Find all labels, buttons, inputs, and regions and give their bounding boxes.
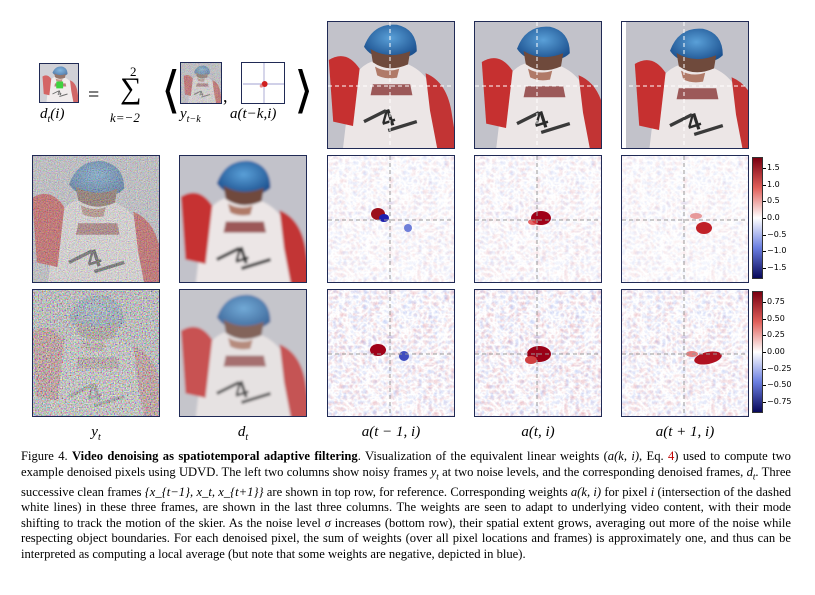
weight-map-image bbox=[475, 156, 601, 282]
colorbar-tick-mark bbox=[763, 268, 766, 269]
colorbar-tick-label: 0.25 bbox=[767, 330, 785, 340]
weight-map-image bbox=[622, 156, 748, 282]
colorbar-tick-label: 0.00 bbox=[767, 347, 785, 356]
equation-y-term: yt−k bbox=[180, 106, 201, 125]
weights-t-low-noise bbox=[474, 155, 602, 283]
colorbar-tick-mark bbox=[763, 201, 766, 203]
weight-map-image bbox=[328, 156, 454, 282]
colorbar-tick-mark bbox=[763, 318, 766, 320]
weights-t-minus-1-high-noise bbox=[327, 289, 455, 417]
figure-caption: Figure 4. Video denoising as spatiotempo… bbox=[21, 449, 792, 562]
colorbar-tick-label: 1.5 bbox=[767, 163, 780, 172]
weights-t-plus-1-low-noise bbox=[621, 155, 749, 283]
denoised-frame-low-noise bbox=[179, 155, 307, 283]
column-label-denoised: dt bbox=[237, 424, 249, 443]
denoised-frame-high-noise bbox=[179, 289, 307, 417]
equation-comma: , bbox=[223, 86, 228, 106]
sum-symbol: ∑ bbox=[120, 72, 142, 105]
colorbar-tick-mark bbox=[763, 402, 766, 403]
column-label-weights-current: a(t, i) bbox=[521, 424, 555, 440]
equation-reference-link[interactable]: 4 bbox=[668, 449, 675, 463]
weight-map-image bbox=[622, 290, 748, 416]
colorbar-tick-label: −1.5 bbox=[767, 263, 787, 272]
column-label-weights-prev: a(t − 1, i) bbox=[361, 424, 421, 440]
noisy-thumbnail-image bbox=[181, 63, 221, 103]
colorbar-top-gradient bbox=[752, 157, 763, 279]
noisy-frame-high-noise bbox=[32, 289, 160, 417]
colorbar-tick-mark bbox=[763, 352, 766, 353]
caption-figure-number: Figure 4. bbox=[21, 449, 68, 463]
colorbar-tick-label: −0.5 bbox=[767, 229, 787, 239]
colorbar-tick-label: 0.0 bbox=[767, 213, 780, 222]
colorbar-tick-label: 0.5 bbox=[767, 196, 780, 206]
equation-equals: = bbox=[88, 84, 100, 106]
caption-title: Video denoising as spatiotemporal adapti… bbox=[72, 449, 358, 463]
colorbar-tick-label: 0.50 bbox=[767, 313, 785, 323]
column-label-weights-next: a(t + 1, i) bbox=[655, 424, 715, 440]
colorbar-tick-mark bbox=[763, 251, 766, 253]
equation-output-thumbnail bbox=[39, 63, 79, 103]
colorbar-tick-mark bbox=[763, 218, 766, 219]
weight-map-image bbox=[475, 290, 601, 416]
colorbar-tick-mark bbox=[763, 385, 766, 387]
noisy-frame-image bbox=[33, 290, 159, 416]
colorbar-tick-label: −0.25 bbox=[767, 363, 792, 373]
clean-frame-image bbox=[328, 22, 454, 148]
skier-thumbnail-image bbox=[40, 64, 78, 102]
colorbar-tick-label: 0.75 bbox=[767, 297, 785, 306]
right-angle-bracket: ⟩ bbox=[294, 62, 314, 118]
colorbar-tick-mark bbox=[763, 335, 766, 337]
colorbar-tick-mark bbox=[763, 168, 766, 169]
equation-a-term: a(t−k,i) bbox=[230, 106, 277, 122]
noisy-frame-low-noise bbox=[32, 155, 160, 283]
weight-thumbnail-image bbox=[243, 63, 284, 103]
colorbar-tick-label: −1.0 bbox=[767, 246, 787, 256]
clean-frame-image bbox=[475, 22, 601, 148]
weights-t-plus-1-high-noise bbox=[621, 289, 749, 417]
colorbar-tick-mark bbox=[763, 234, 766, 236]
left-angle-bracket: ⟨ bbox=[161, 62, 181, 118]
colorbar-tick-mark bbox=[763, 368, 766, 370]
denoised-frame-image bbox=[180, 156, 306, 282]
equation-input-thumbnail bbox=[180, 62, 222, 104]
clean-frame-image bbox=[622, 22, 748, 148]
colorbar-tick-label: −0.75 bbox=[767, 397, 792, 406]
denoised-frame-image bbox=[180, 290, 306, 416]
colorbar-tick-label: 1.0 bbox=[767, 179, 780, 189]
colorbar-tick-mark bbox=[763, 184, 766, 186]
noisy-frame-image bbox=[33, 156, 159, 282]
sum-lower-limit: k=−2 bbox=[110, 110, 140, 125]
colorbar-bottom-gradient bbox=[752, 291, 763, 413]
equation-weight-thumbnail bbox=[241, 62, 285, 104]
clean-frame-t-plus-1 bbox=[621, 21, 749, 149]
clean-frame-t-minus-1 bbox=[327, 21, 455, 149]
weights-t-minus-1-low-noise bbox=[327, 155, 455, 283]
colorbar-tick-mark bbox=[763, 302, 766, 303]
equation-lhs: dt(i) bbox=[40, 106, 65, 125]
clean-frame-t bbox=[474, 21, 602, 149]
colorbar-tick-label: −0.50 bbox=[767, 380, 792, 390]
column-label-noisy: yt bbox=[91, 424, 101, 443]
weight-map-image bbox=[328, 290, 454, 416]
weights-t-high-noise bbox=[474, 289, 602, 417]
sum-upper-limit: 2 bbox=[130, 64, 137, 79]
